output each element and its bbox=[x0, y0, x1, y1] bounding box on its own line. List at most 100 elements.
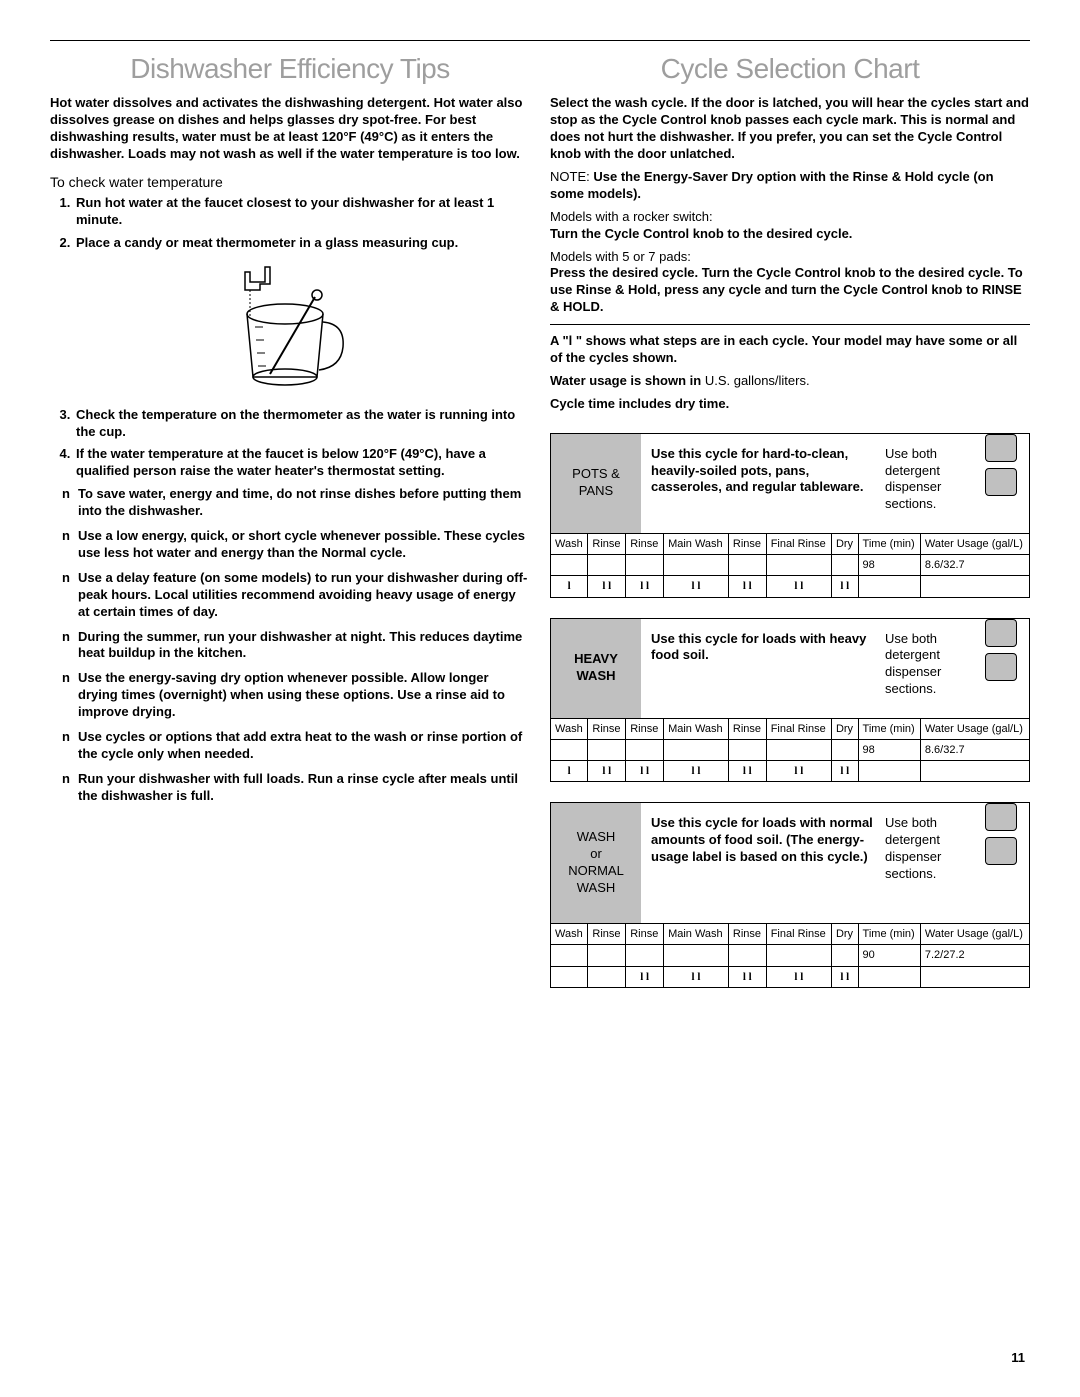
tip-7: Run your dishwasher with full loads. Run… bbox=[62, 771, 530, 805]
table-header: Rinse bbox=[588, 718, 626, 739]
step-1: Run hot water at the faucet closest to y… bbox=[74, 195, 530, 229]
step-4: If the water temperature at the faucet i… bbox=[74, 446, 530, 480]
cycle-block: HEAVYWASHUse this cycle for loads with h… bbox=[550, 618, 1030, 783]
table-header: Rinse bbox=[626, 923, 664, 944]
table-header: Main Wash bbox=[664, 533, 729, 554]
cycle-tag: WASHorNORMALWASH bbox=[551, 803, 641, 923]
table-header: Water Usage (gal/L) bbox=[920, 533, 1029, 554]
tip-6: Use cycles or options that add extra hea… bbox=[62, 729, 530, 763]
left-title: Dishwasher Efficiency Tips bbox=[50, 51, 530, 87]
rocker-label: Models with a rocker switch: bbox=[550, 209, 1030, 226]
time-cell: 98 bbox=[858, 739, 920, 760]
cycle-desc: Use this cycle for loads with normal amo… bbox=[651, 803, 979, 895]
cycle-container: POTS &PANSUse this cycle for hard-to-cle… bbox=[550, 433, 1030, 988]
table-header: Rinse bbox=[626, 718, 664, 739]
mark-cell: l l bbox=[831, 576, 858, 597]
cycle-top: WASHorNORMALWASHUse this cycle for loads… bbox=[550, 802, 1030, 923]
mark-cell: l l bbox=[766, 576, 831, 597]
table-header: Time (min) bbox=[858, 718, 920, 739]
right-intro: Select the wash cycle. If the door is la… bbox=[550, 95, 1030, 163]
table-header: Rinse bbox=[728, 718, 766, 739]
table-header: Water Usage (gal/L) bbox=[920, 718, 1029, 739]
tips-list: To save water, energy and time, do not r… bbox=[62, 486, 530, 804]
left-column: Dishwasher Efficiency Tips Hot water dis… bbox=[50, 51, 530, 988]
tip-1: To save water, energy and time, do not r… bbox=[62, 486, 530, 520]
pads-label: Models with 5 or 7 pads: bbox=[550, 249, 1030, 266]
mark-cell: l l bbox=[588, 576, 626, 597]
cycle-use-text: Use this cycle for hard-to-clean, heavil… bbox=[651, 446, 875, 514]
water-cell: 8.6/32.7 bbox=[920, 554, 1029, 575]
table-header: Rinse bbox=[588, 533, 626, 554]
mark-cell: l l bbox=[626, 966, 664, 987]
mark-cell: l l bbox=[728, 966, 766, 987]
cycle-top: POTS &PANSUse this cycle for hard-to-cle… bbox=[550, 433, 1030, 533]
tip-5: Use the energy-saving dry option wheneve… bbox=[62, 670, 530, 721]
mark-cell: l l bbox=[766, 761, 831, 782]
pads-text: Press the desired cycle. Turn the Cycle … bbox=[550, 265, 1030, 316]
legend-3: Cycle time includes dry time. bbox=[550, 396, 1030, 413]
table-header: Time (min) bbox=[858, 923, 920, 944]
left-subhead: To check water temperature bbox=[50, 173, 530, 191]
dispenser-icons bbox=[979, 619, 1029, 681]
table-header: Main Wash bbox=[664, 923, 729, 944]
cycle-table: WashRinseRinseMain WashRinseFinal RinseD… bbox=[550, 533, 1030, 598]
note-label: NOTE: bbox=[550, 169, 590, 184]
mark-cell: l l bbox=[626, 761, 664, 782]
cycle-tag: POTS &PANS bbox=[551, 434, 641, 533]
dispenser-box-icon bbox=[985, 837, 1017, 865]
tip-2: Use a low energy, quick, or short cycle … bbox=[62, 528, 530, 562]
dispenser-box-icon bbox=[985, 653, 1017, 681]
mark-cell bbox=[588, 966, 626, 987]
table-header: Main Wash bbox=[664, 718, 729, 739]
dispenser-box-icon bbox=[985, 803, 1017, 831]
water-cell: 7.2/27.2 bbox=[920, 945, 1029, 966]
mark-cell: l l bbox=[626, 576, 664, 597]
mark-cell: l l bbox=[664, 966, 729, 987]
time-cell: 98 bbox=[858, 554, 920, 575]
cycle-dispenser-text: Use both detergent dispenser sections. bbox=[885, 446, 975, 514]
legend-1: A "l " shows what steps are in each cycl… bbox=[550, 333, 1030, 367]
note-line: NOTE: Use the Energy-Saver Dry option wi… bbox=[550, 169, 1030, 203]
table-header: Wash bbox=[551, 923, 588, 944]
steps-list-cont: Check the temperature on the thermometer… bbox=[74, 407, 530, 481]
mark-cell: l l bbox=[728, 576, 766, 597]
cycle-desc: Use this cycle for hard-to-clean, heavil… bbox=[651, 434, 979, 526]
mark-cell bbox=[858, 761, 920, 782]
table-header: Rinse bbox=[728, 923, 766, 944]
table-header: Time (min) bbox=[858, 533, 920, 554]
mark-cell: l l bbox=[588, 761, 626, 782]
cycle-tag: HEAVYWASH bbox=[551, 619, 641, 718]
table-header: Dry bbox=[831, 923, 858, 944]
mid-rule bbox=[550, 324, 1030, 325]
time-cell: 90 bbox=[858, 945, 920, 966]
cycle-use-text: Use this cycle for loads with normal amo… bbox=[651, 815, 875, 883]
mark-cell bbox=[858, 576, 920, 597]
table-header: Wash bbox=[551, 718, 588, 739]
note-text: Use the Energy-Saver Dry option with the… bbox=[550, 169, 994, 201]
left-intro: Hot water dissolves and activates the di… bbox=[50, 95, 530, 163]
right-title: Cycle Selection Chart bbox=[550, 51, 1030, 87]
mark-cell: l l bbox=[728, 761, 766, 782]
table-header: Final Rinse bbox=[766, 718, 831, 739]
table-header: Water Usage (gal/L) bbox=[920, 923, 1029, 944]
mark-cell: l bbox=[551, 761, 588, 782]
tip-4: During the summer, run your dishwasher a… bbox=[62, 629, 530, 663]
page-number: 11 bbox=[1011, 1350, 1025, 1367]
cycle-block: WASHorNORMALWASHUse this cycle for loads… bbox=[550, 802, 1030, 987]
mark-cell: l l bbox=[831, 761, 858, 782]
cycle-dispenser-text: Use both detergent dispenser sections. bbox=[885, 815, 975, 883]
dispenser-box-icon bbox=[985, 468, 1017, 496]
step-3: Check the temperature on the thermometer… bbox=[74, 407, 530, 441]
page-columns: Dishwasher Efficiency Tips Hot water dis… bbox=[50, 51, 1030, 988]
table-header: Final Rinse bbox=[766, 923, 831, 944]
cycle-table: WashRinseRinseMain WashRinseFinal RinseD… bbox=[550, 923, 1030, 988]
top-rule bbox=[50, 40, 1030, 41]
cup-figure bbox=[50, 262, 530, 397]
cycle-use-text: Use this cycle for loads with heavy food… bbox=[651, 631, 875, 699]
dispenser-icons bbox=[979, 434, 1029, 496]
legend-2: Water usage is shown in U.S. gallons/lit… bbox=[550, 373, 1030, 390]
table-header: Wash bbox=[551, 533, 588, 554]
mark-cell bbox=[920, 966, 1029, 987]
table-header: Rinse bbox=[626, 533, 664, 554]
mark-cell: l l bbox=[766, 966, 831, 987]
